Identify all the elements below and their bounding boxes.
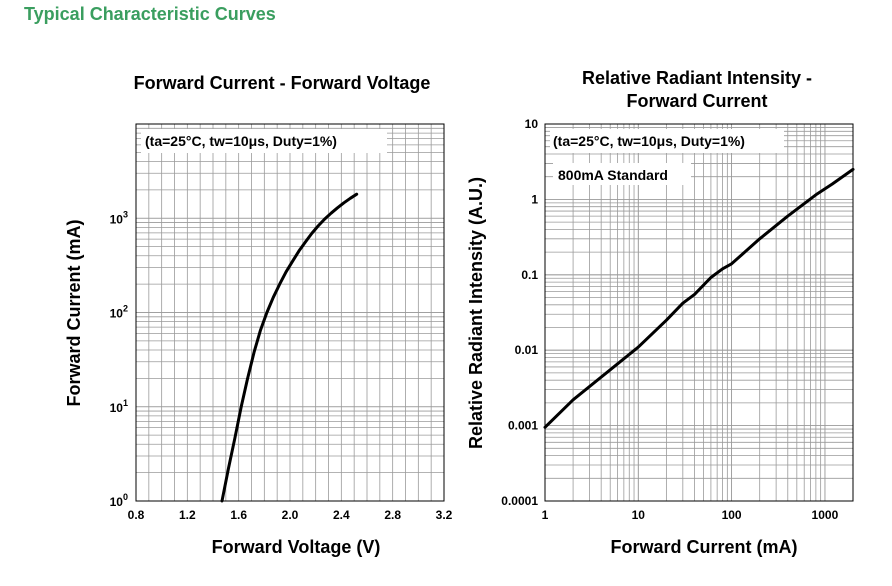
chart2-x-tick-label: 10 (632, 508, 646, 522)
chart-forward-current-vs-voltage: Forward Current - Forward Voltage (ta=25… (64, 73, 453, 557)
chart2-annotation-standard: 800mA Standard (558, 167, 668, 183)
chart1-x-tick-label: 3.2 (436, 508, 453, 522)
chart1-x-tick-label: 1.6 (230, 508, 247, 522)
chart1-x-tick-label: 2.4 (333, 508, 350, 522)
chart2-x-tick-label: 1 (542, 508, 549, 522)
chart2-frame (544, 123, 854, 502)
chart2-y-tick-label: 0.01 (515, 343, 539, 357)
chart1-x-tick-label: 0.8 (128, 508, 145, 522)
chart2-y-axis-label: Relative Radiant Intensity (A.U.) (466, 177, 486, 449)
chart1-y-tick-label: 102 (110, 304, 128, 321)
chart2-y-tick-label: 1 (531, 192, 538, 206)
chart2-y-tick-label: 0.0001 (501, 494, 538, 508)
chart2-title-line1: Relative Radiant Intensity - (582, 68, 812, 88)
chart2-x-tick-label: 1000 (812, 508, 839, 522)
chart1-annotation: (ta=25°C, tw=10μs, Duty=1%) (145, 133, 337, 149)
chart1-frame (135, 123, 445, 502)
chart1-x-axis-label: Forward Voltage (V) (212, 537, 381, 557)
chart1-y-tick-label: 100 (110, 492, 128, 509)
chart2-title-line2: Forward Current (626, 91, 767, 111)
chart2-annotation2-bg (553, 163, 691, 185)
chart2-series-line (543, 167, 855, 429)
chart1-title: Forward Current - Forward Voltage (134, 73, 431, 93)
chart2-y-tick-label: 10 (525, 117, 539, 131)
chart-radiant-intensity-vs-current: Relative Radiant Intensity - Forward Cur… (466, 68, 855, 557)
chart1-y-axis-label: Forward Current (mA) (64, 219, 84, 406)
chart2-y-tick-label: 0.001 (508, 419, 538, 433)
chart1-x-tick-label: 2.8 (384, 508, 401, 522)
chart2-annotation-bg (550, 129, 784, 153)
chart2-x-axis-label: Forward Current (mA) (610, 537, 797, 557)
chart1-annotation-bg (141, 129, 387, 153)
chart2-y-tick-label: 0.1 (521, 268, 538, 282)
chart1-series-line (220, 192, 359, 503)
chart2-annotation-conditions: (ta=25°C, tw=10μs, Duty=1%) (553, 133, 745, 149)
chart1-x-tick-label: 1.2 (179, 508, 196, 522)
chart2-x-tick-label: 100 (722, 508, 742, 522)
section-title: Typical Characteristic Curves (24, 4, 276, 24)
chart1-y-tick-label: 101 (110, 398, 128, 415)
chart1-x-tick-label: 2.0 (282, 508, 299, 522)
chart1-y-tick-label: 103 (110, 209, 128, 226)
